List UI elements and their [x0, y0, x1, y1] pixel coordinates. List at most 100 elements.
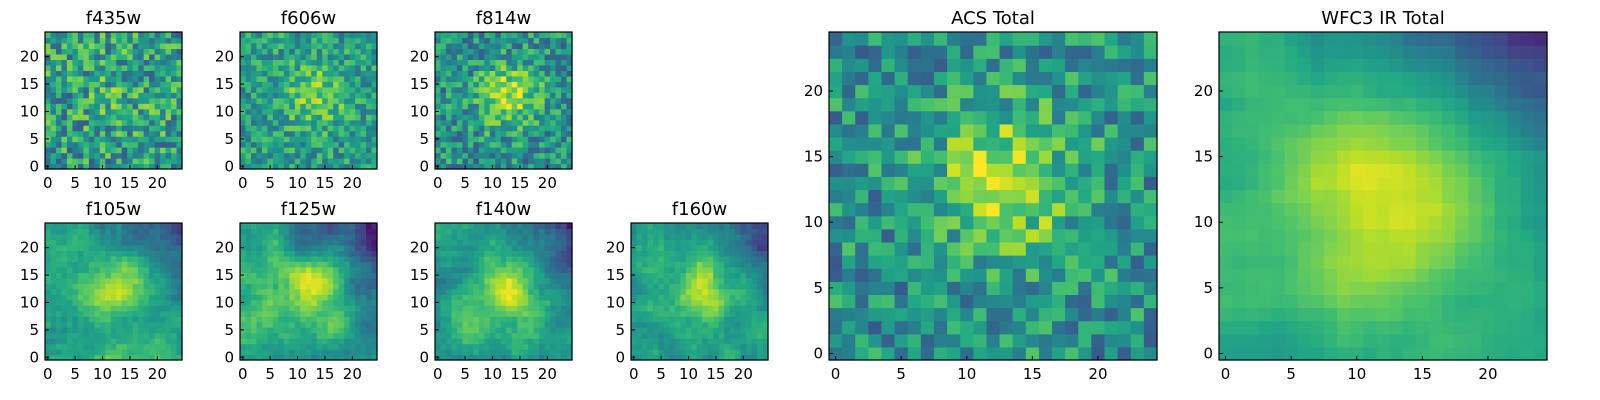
heatmap-cell — [440, 119, 447, 126]
heatmap-cell — [72, 32, 79, 39]
heatmap-cell — [751, 294, 758, 301]
heatmap-cell — [456, 130, 463, 137]
heatmap-cell — [440, 37, 447, 44]
heatmap-cell — [511, 338, 518, 345]
heatmap-cell — [561, 277, 568, 284]
y-tick-label: 15 — [20, 266, 39, 284]
heatmap-cell — [371, 223, 378, 230]
heatmap-cell — [283, 42, 290, 50]
heatmap-cell — [305, 310, 312, 317]
heatmap-cell — [256, 103, 263, 110]
heatmap-cell — [105, 310, 112, 317]
heatmap-cell — [702, 354, 709, 361]
heatmap-cell — [77, 130, 84, 137]
heatmap-cell — [165, 233, 172, 241]
heatmap-cell — [855, 333, 869, 348]
heatmap-cell — [539, 294, 546, 301]
heatmap-cell — [316, 288, 323, 295]
heatmap-cell — [154, 92, 161, 99]
heatmap-cell — [506, 92, 513, 99]
heatmap-cell — [143, 86, 150, 93]
heatmap-cell — [327, 48, 334, 55]
heatmap-cell — [561, 310, 568, 317]
heatmap-cell — [680, 277, 687, 284]
heatmap-cell — [338, 152, 345, 159]
heatmap-cell — [77, 244, 84, 251]
heatmap-cell — [539, 125, 546, 132]
heatmap-cell — [511, 108, 518, 115]
heatmap-cell — [528, 266, 535, 273]
heatmap-cell — [121, 37, 128, 44]
heatmap-cell — [371, 130, 378, 137]
heatmap-cell — [250, 299, 258, 306]
heatmap-cell — [110, 233, 117, 241]
heatmap-cell — [245, 75, 252, 82]
heatmap-cell — [511, 158, 518, 165]
heatmap-cell — [366, 70, 373, 77]
heatmap-cell — [641, 272, 649, 279]
heatmap-cell — [50, 233, 57, 241]
heatmap-cell — [999, 189, 1014, 204]
heatmap-cell — [88, 354, 95, 361]
heatmap-cell — [72, 338, 79, 345]
heatmap-cell — [489, 32, 496, 39]
heatmap-cell — [110, 97, 117, 104]
heatmap-cell — [66, 283, 73, 290]
heatmap-cell — [986, 294, 1001, 309]
heatmap-cell — [105, 239, 112, 246]
heatmap-cell — [658, 294, 665, 301]
heatmap-cell — [240, 125, 247, 132]
heatmap-cell — [105, 327, 112, 334]
heatmap-cell — [1130, 189, 1145, 204]
heatmap-cell — [272, 158, 279, 165]
heatmap-cell — [333, 272, 340, 279]
heatmap-cell — [55, 59, 63, 66]
heatmap-cell — [300, 239, 307, 246]
heatmap-cell — [88, 288, 95, 295]
heatmap-cell — [327, 108, 334, 115]
heatmap-cell — [511, 125, 518, 132]
heatmap-cell — [495, 349, 502, 356]
heatmap-cell — [149, 92, 156, 99]
heatmap-cell — [517, 32, 524, 39]
heatmap-cell — [473, 75, 480, 82]
heatmap-cell — [360, 223, 367, 230]
heatmap-cell — [176, 119, 183, 126]
heatmap-cell — [1052, 228, 1066, 243]
heatmap-cell — [50, 327, 57, 334]
heatmap-cell — [561, 316, 568, 323]
heatmap-cell — [757, 228, 764, 235]
heatmap-cell — [316, 338, 323, 345]
heatmap-cell — [484, 294, 491, 301]
heatmap-cell — [311, 354, 318, 361]
heatmap-cell — [121, 316, 128, 323]
heatmap-cell — [143, 261, 150, 268]
heatmap-cell — [500, 244, 507, 251]
heatmap-cell — [517, 86, 524, 93]
heatmap-cell — [566, 158, 573, 165]
heatmap-cell — [473, 103, 480, 110]
heatmap-cell — [440, 354, 447, 361]
heatmap-cell — [240, 48, 247, 55]
heatmap-cell — [702, 343, 709, 350]
y-tick-label: 15 — [410, 266, 429, 284]
heatmap-cell — [652, 310, 659, 317]
heatmap-cell — [641, 223, 649, 230]
heatmap-cell — [121, 321, 128, 328]
heatmap-cell — [366, 48, 373, 55]
heatmap-cell — [338, 86, 345, 93]
heatmap-cell — [528, 103, 535, 110]
heatmap-cell — [561, 147, 568, 154]
y-tick-label: 10 — [215, 102, 234, 120]
heatmap-cell — [316, 250, 323, 257]
heatmap-cell — [561, 250, 568, 257]
heatmap-cell — [1091, 294, 1106, 309]
heatmap-cell — [176, 261, 183, 268]
heatmap-cell — [489, 130, 496, 137]
heatmap-cell — [154, 81, 161, 88]
heatmap-cell — [1078, 333, 1092, 348]
heatmap-cell — [61, 288, 68, 295]
heatmap-cell — [718, 277, 725, 284]
heatmap-cell — [127, 299, 134, 306]
heatmap-cell — [456, 277, 463, 284]
